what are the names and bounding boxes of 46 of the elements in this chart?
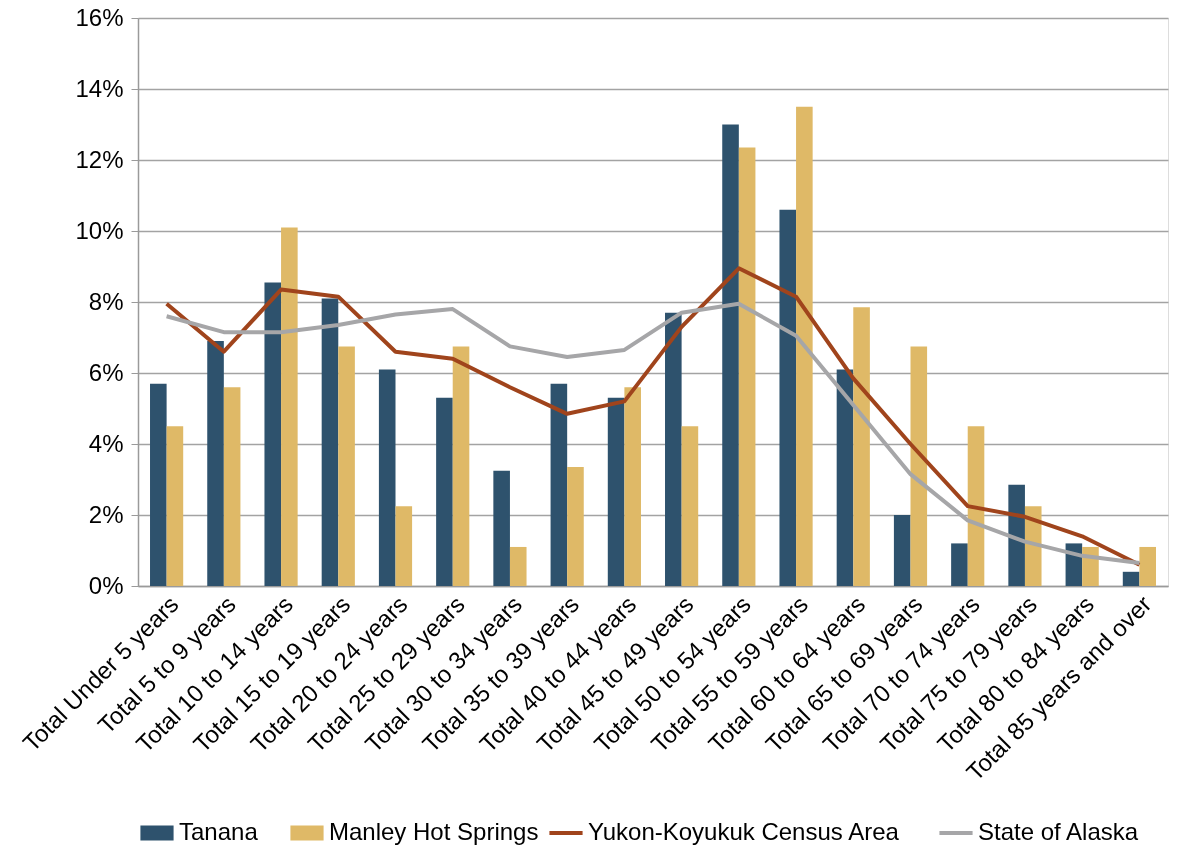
y-tick-label: 6%: [88, 358, 124, 386]
y-tick-label: 0%: [88, 571, 124, 599]
bar: [853, 307, 870, 586]
bar: [264, 282, 282, 586]
bar: [223, 387, 241, 586]
bar: [779, 209, 797, 586]
bar: [321, 298, 339, 586]
y-tick-label: 10%: [75, 216, 124, 244]
legend-label: State of Alaska: [978, 818, 1139, 845]
bar: [509, 546, 527, 586]
bar: [150, 383, 167, 586]
bar: [967, 426, 985, 586]
bar: [452, 346, 470, 586]
bar: [681, 426, 699, 586]
bar: [1122, 571, 1140, 586]
bar: [281, 227, 298, 586]
bar: [951, 543, 968, 586]
y-tick-label: 2%: [88, 500, 124, 528]
bar: [550, 383, 568, 586]
bar: [624, 387, 641, 586]
bar: [567, 467, 584, 586]
legend-label: Tanana: [179, 818, 259, 845]
y-tick-label: 4%: [88, 429, 124, 457]
bar: [1008, 484, 1025, 586]
bar: [493, 470, 510, 586]
y-tick-label: 8%: [88, 287, 124, 315]
bar: [796, 106, 813, 586]
bar: [607, 397, 625, 586]
y-tick-label: 12%: [75, 145, 124, 173]
bar: [893, 515, 911, 586]
bar: [207, 341, 224, 586]
bar: [436, 397, 453, 586]
bar: [378, 369, 396, 586]
bar: [910, 346, 928, 586]
bar: [395, 506, 413, 586]
y-tick-label: 16%: [75, 3, 124, 31]
bar: [836, 369, 854, 586]
y-tick-label: 14%: [75, 74, 124, 102]
bar: [338, 346, 355, 586]
bar: [166, 426, 184, 586]
bar: [738, 147, 756, 586]
bar: [722, 124, 739, 586]
bar: [665, 312, 682, 586]
legend-label: Manley Hot Springs: [329, 818, 539, 845]
legend-label: Yukon-Koyukuk Census Area: [588, 818, 900, 845]
bar: [1139, 546, 1156, 586]
